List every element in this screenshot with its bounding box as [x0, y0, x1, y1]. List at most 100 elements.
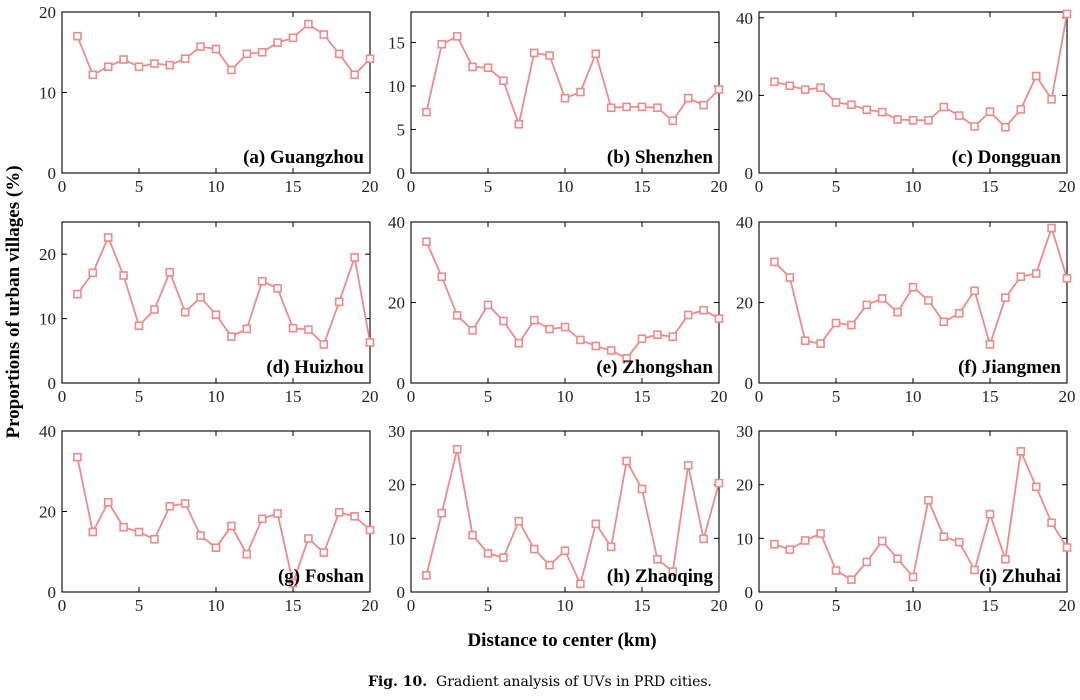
data-point: [529, 544, 539, 554]
data-point: [273, 509, 282, 518]
data-point: [847, 320, 856, 330]
x-tick-label: 15: [982, 596, 999, 615]
series-line: [773, 225, 1068, 348]
caption-text: Gradient analysis of UVs in PRD cities.: [436, 674, 713, 690]
series-line: [425, 448, 720, 587]
data-point: [683, 310, 693, 320]
data-point: [134, 527, 144, 537]
data-point: [1016, 272, 1026, 282]
y-tick-label: 10: [39, 310, 56, 329]
panel-title: (e) Zhongshan: [596, 357, 713, 378]
x-tick-label: 0: [58, 596, 67, 615]
data-point: [816, 339, 825, 348]
y-tick-label: 20: [736, 294, 753, 313]
data-point: [242, 549, 252, 559]
x-tick-label: 10: [905, 177, 922, 196]
data-point: [862, 105, 872, 115]
data-point: [877, 536, 887, 546]
y-tick-label: 0: [397, 164, 406, 183]
data-point: [985, 509, 995, 519]
data-point: [452, 311, 462, 320]
data-point: [529, 48, 539, 58]
data-point: [1016, 447, 1026, 456]
data-point: [319, 548, 329, 557]
data-point: [334, 49, 344, 59]
data-point: [227, 521, 236, 531]
x-tick-label: 5: [484, 387, 493, 406]
series-line: [774, 448, 1068, 581]
x-tick-label: 10: [208, 596, 225, 615]
x-tick-label: 15: [285, 177, 302, 196]
y-tick-label: 40: [736, 213, 753, 232]
x-tick-label: 15: [982, 387, 999, 406]
y-tick-label: 10: [736, 529, 753, 548]
data-point: [714, 314, 724, 323]
x-tick-label: 5: [832, 596, 841, 615]
data-point: [939, 102, 949, 112]
data-point: [227, 332, 236, 341]
x-tick-label: 5: [832, 177, 841, 196]
data-point: [1062, 9, 1072, 19]
x-tick-label: 5: [135, 177, 144, 196]
x-tick-label: 0: [407, 177, 416, 196]
data-point: [257, 276, 267, 286]
data-point: [150, 59, 159, 68]
x-tick-label: 0: [58, 387, 67, 406]
data-point: [560, 322, 570, 332]
panel-title: (d) Huizhou: [266, 357, 364, 378]
data-point: [350, 512, 359, 521]
data-point: [699, 100, 708, 110]
data-point: [591, 49, 601, 59]
x-tick-label: 20: [711, 596, 728, 615]
data-point: [699, 534, 708, 544]
data-point: [908, 572, 918, 582]
data-point: [304, 534, 313, 543]
x-tick-label: 0: [407, 387, 416, 406]
data-point: [831, 566, 841, 575]
x-tick-label: 20: [362, 387, 379, 406]
data-point: [576, 579, 585, 589]
data-point: [939, 317, 949, 327]
x-tick-label: 0: [58, 177, 67, 196]
data-point: [1047, 94, 1056, 104]
data-point: [319, 340, 329, 349]
data-point: [134, 321, 144, 330]
data-point: [1016, 105, 1026, 114]
x-tick-label: 10: [557, 596, 574, 615]
data-point: [350, 253, 359, 262]
panel-title: (f) Jiangmen: [958, 357, 1061, 378]
data-point: [893, 307, 902, 317]
data-point: [257, 514, 267, 524]
data-point: [847, 100, 856, 110]
data-point: [1031, 71, 1041, 81]
panel-title: (c) Dongguan: [952, 147, 1062, 168]
data-point: [242, 49, 252, 59]
data-point: [800, 85, 810, 94]
data-point: [924, 495, 933, 505]
x-tick-label: 20: [362, 177, 379, 196]
chart-panel-2: 0 5 10 15 20 0 5 10 15 (b) Shenzhen: [388, 11, 728, 196]
data-point: [970, 565, 979, 575]
data-point: [196, 42, 205, 51]
data-point: [242, 324, 252, 334]
data-point: [954, 537, 964, 547]
data-point: [545, 560, 554, 570]
data-point: [304, 19, 313, 29]
data-point: [437, 39, 447, 49]
data-point: [150, 534, 159, 544]
data-point: [831, 98, 841, 107]
data-point: [88, 268, 98, 278]
data-point: [422, 107, 431, 117]
data-point: [924, 296, 933, 305]
y-tick-label: 20: [736, 86, 753, 105]
chart-panel-3: 0 5 10 15 20 0 20 40 (c) Dongguan: [736, 9, 1076, 196]
data-point: [119, 55, 128, 64]
y-tick-label: 40: [736, 9, 753, 28]
data-point: [334, 508, 344, 517]
data-point: [1001, 554, 1010, 564]
panel-title: (g) Foshan: [278, 566, 364, 587]
data-point: [954, 111, 964, 120]
x-tick-label: 20: [1059, 596, 1076, 615]
data-point: [73, 31, 82, 41]
